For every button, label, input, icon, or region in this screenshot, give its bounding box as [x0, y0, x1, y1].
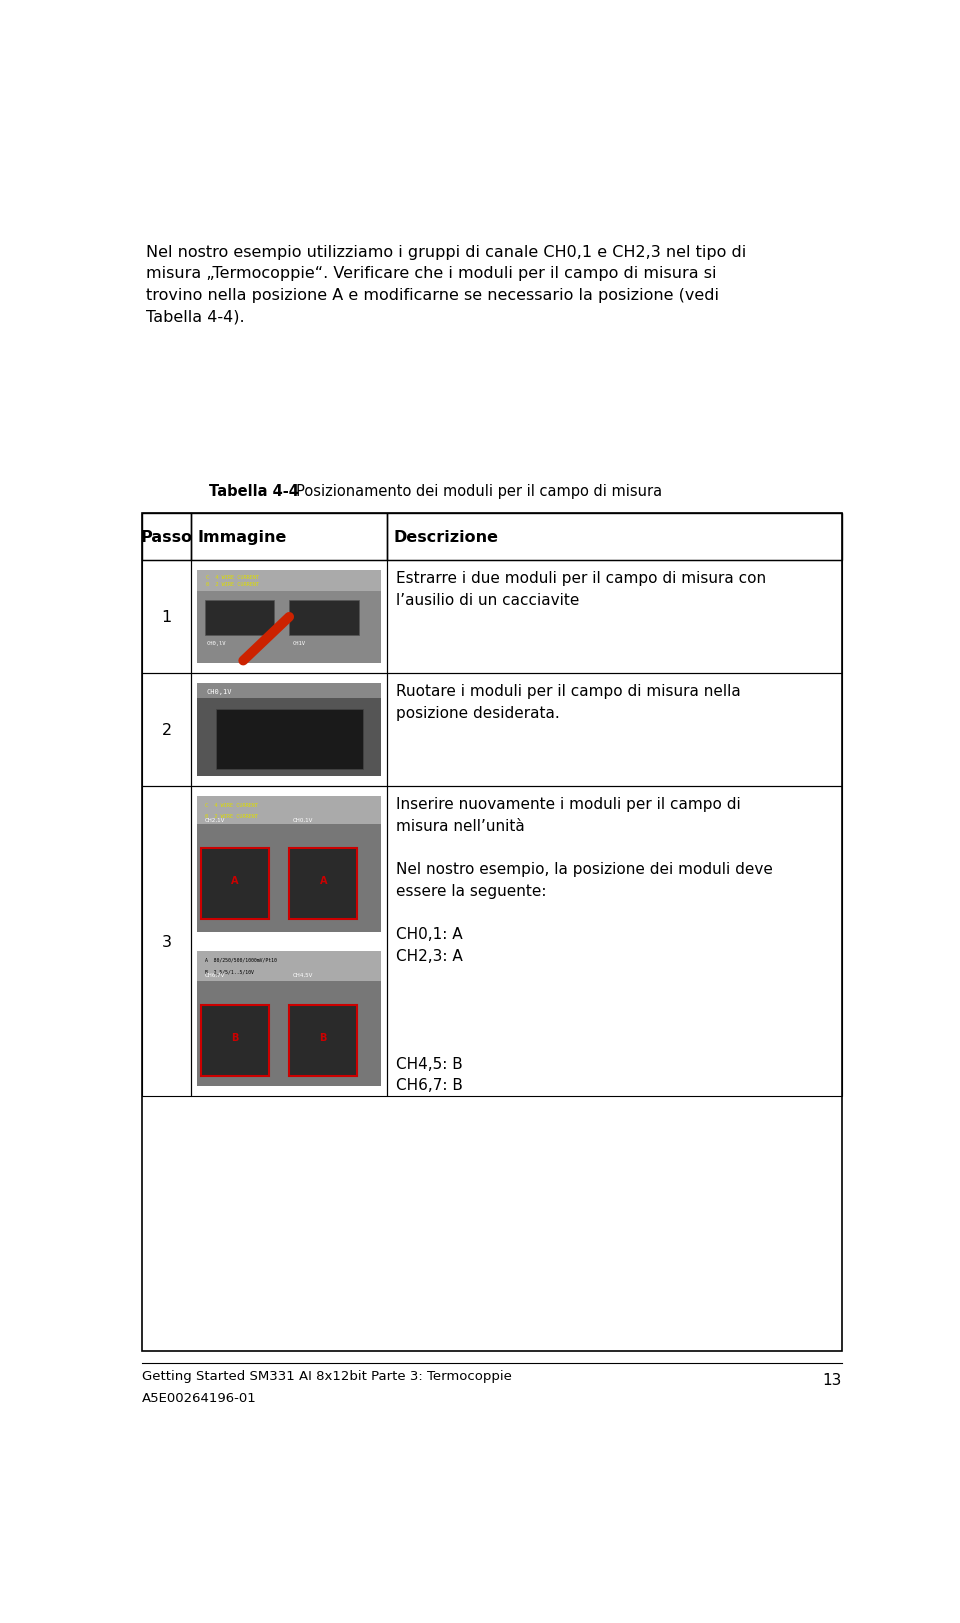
- Text: CH0,lV: CH0,lV: [206, 641, 226, 646]
- Text: 13: 13: [823, 1371, 842, 1388]
- Bar: [289, 601, 359, 636]
- Text: A: A: [231, 875, 239, 885]
- Bar: [197, 951, 381, 980]
- Bar: [197, 571, 381, 664]
- Text: A  80/250/500/1000mV/Pt10: A 80/250/500/1000mV/Pt10: [204, 958, 276, 962]
- Text: Inserire nuovamente i moduli per il campo di
misura nell’unità

Nel nostro esemp: Inserire nuovamente i moduli per il camp…: [396, 797, 773, 1092]
- Bar: [191, 787, 387, 1097]
- Bar: [197, 683, 381, 700]
- Text: 0  2 WIRE CURRENT: 0 2 WIRE CURRENT: [206, 581, 259, 588]
- Text: Tabella 4-4: Tabella 4-4: [209, 484, 300, 498]
- Text: 0  2 WIRE CURRENT: 0 2 WIRE CURRENT: [204, 813, 257, 818]
- Text: CH2,1V: CH2,1V: [204, 818, 225, 823]
- Text: Passo: Passo: [141, 529, 193, 545]
- Text: 1: 1: [161, 610, 172, 625]
- Bar: [197, 571, 381, 591]
- Bar: [197, 797, 381, 933]
- Text: B  2,5/5/1..5/10V: B 2,5/5/1..5/10V: [204, 969, 253, 974]
- Bar: [191, 674, 387, 787]
- Bar: [204, 601, 275, 636]
- Text: B: B: [320, 1032, 327, 1042]
- Text: CH0,1V: CH0,1V: [206, 688, 232, 695]
- Bar: [201, 1005, 269, 1076]
- Text: Descrizione: Descrizione: [393, 529, 498, 545]
- Text: C  4 WIRE CURRENT: C 4 WIRE CURRENT: [204, 802, 257, 807]
- Text: CH1V: CH1V: [293, 641, 306, 646]
- Bar: [387, 562, 842, 674]
- Bar: [387, 513, 842, 562]
- Bar: [142, 787, 191, 1097]
- Bar: [216, 709, 363, 769]
- Bar: [197, 797, 381, 824]
- Bar: [142, 674, 191, 787]
- Bar: [289, 1005, 357, 1076]
- Bar: [387, 674, 842, 787]
- Text: Nel nostro esempio utilizziamo i gruppi di canale CH0,1 e CH2,3 nel tipo di
misu: Nel nostro esempio utilizziamo i gruppi …: [146, 245, 746, 325]
- Bar: [191, 562, 387, 674]
- Bar: [197, 683, 381, 777]
- Bar: [289, 849, 357, 919]
- Text: B: B: [231, 1032, 239, 1042]
- Text: Ruotare i moduli per il campo di misura nella
posizione desiderata.: Ruotare i moduli per il campo di misura …: [396, 683, 741, 721]
- Text: CH6,7V: CH6,7V: [204, 972, 225, 977]
- Text: Getting Started SM331 AI 8x12bit Parte 3: Termocoppie: Getting Started SM331 AI 8x12bit Parte 3…: [142, 1370, 513, 1383]
- Text: Immagine: Immagine: [197, 529, 287, 545]
- Bar: [191, 513, 387, 562]
- Text: A5E00264196-01: A5E00264196-01: [142, 1391, 257, 1404]
- Bar: [201, 849, 269, 919]
- Bar: [197, 951, 381, 1087]
- Text: 3: 3: [162, 935, 172, 949]
- Bar: [142, 513, 842, 1350]
- Text: C  4 WIRE CURRENT: C 4 WIRE CURRENT: [206, 575, 259, 579]
- Text: CH4,5V: CH4,5V: [293, 972, 313, 977]
- Bar: [142, 513, 191, 562]
- Bar: [142, 562, 191, 674]
- Text: A: A: [320, 875, 327, 885]
- Text: Posizionamento dei moduli per il campo di misura: Posizionamento dei moduli per il campo d…: [273, 484, 661, 498]
- Bar: [387, 787, 842, 1097]
- Text: 2: 2: [161, 722, 172, 738]
- Text: CH0,1V: CH0,1V: [293, 818, 313, 823]
- Text: Estrarre i due moduli per il campo di misura con
l’ausilio di un cacciavite: Estrarre i due moduli per il campo di mi…: [396, 571, 766, 607]
